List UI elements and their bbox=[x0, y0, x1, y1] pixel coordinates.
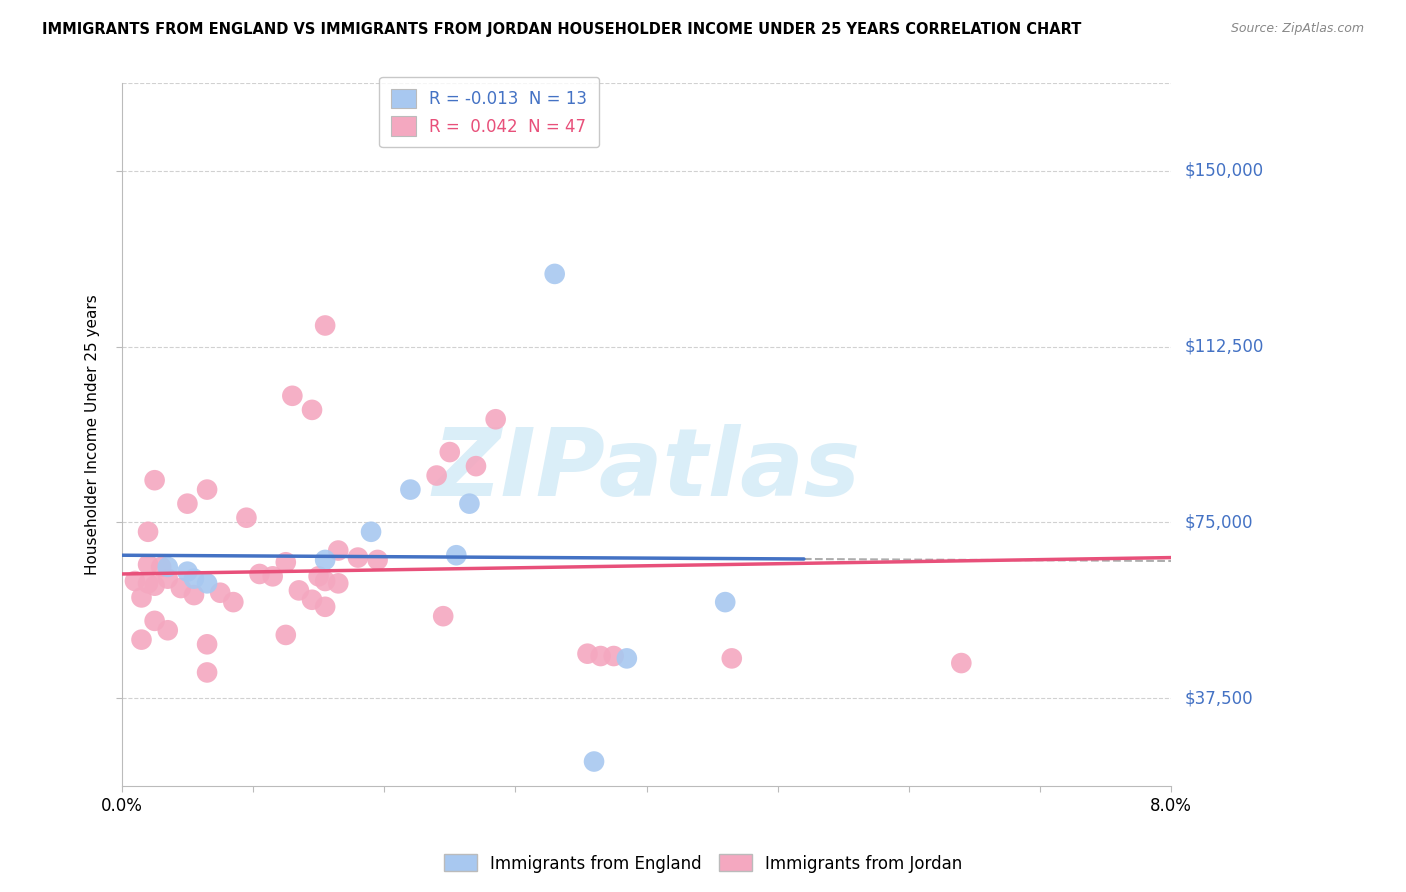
Point bbox=[176, 497, 198, 511]
Point bbox=[195, 576, 218, 591]
Point bbox=[143, 579, 166, 593]
Point bbox=[576, 647, 599, 661]
Point bbox=[288, 583, 311, 598]
Point bbox=[274, 628, 297, 642]
Point bbox=[195, 637, 218, 651]
Point bbox=[209, 586, 232, 600]
Text: $112,500: $112,500 bbox=[1185, 337, 1264, 356]
Point bbox=[183, 572, 205, 586]
Text: $150,000: $150,000 bbox=[1185, 161, 1264, 180]
Point bbox=[222, 595, 245, 609]
Point bbox=[156, 572, 179, 586]
Legend: Immigrants from England, Immigrants from Jordan: Immigrants from England, Immigrants from… bbox=[437, 847, 969, 880]
Point bbox=[314, 318, 336, 333]
Point bbox=[156, 560, 179, 574]
Point bbox=[616, 651, 638, 665]
Legend: R = -0.013  N = 13, R =  0.042  N = 47: R = -0.013 N = 13, R = 0.042 N = 47 bbox=[380, 77, 599, 147]
Point bbox=[603, 648, 626, 663]
Point bbox=[446, 548, 468, 562]
Point bbox=[589, 648, 612, 663]
Text: IMMIGRANTS FROM ENGLAND VS IMMIGRANTS FROM JORDAN HOUSEHOLDER INCOME UNDER 25 YE: IMMIGRANTS FROM ENGLAND VS IMMIGRANTS FR… bbox=[42, 22, 1081, 37]
Point bbox=[314, 599, 336, 614]
Point bbox=[143, 614, 166, 628]
Point bbox=[367, 553, 389, 567]
Point bbox=[262, 569, 284, 583]
Point bbox=[432, 609, 454, 624]
Point bbox=[720, 651, 742, 665]
Point bbox=[328, 543, 350, 558]
Point bbox=[439, 445, 461, 459]
Point bbox=[360, 524, 382, 539]
Point bbox=[195, 483, 218, 497]
Point bbox=[347, 550, 370, 565]
Point bbox=[301, 592, 323, 607]
Point bbox=[314, 574, 336, 588]
Point bbox=[136, 524, 159, 539]
Point bbox=[170, 581, 193, 595]
Point bbox=[131, 632, 153, 647]
Text: Source: ZipAtlas.com: Source: ZipAtlas.com bbox=[1230, 22, 1364, 36]
Point bbox=[583, 755, 606, 769]
Point bbox=[183, 588, 205, 602]
Point bbox=[124, 574, 146, 588]
Y-axis label: Householder Income Under 25 years: Householder Income Under 25 years bbox=[86, 294, 100, 574]
Point bbox=[176, 565, 198, 579]
Point bbox=[314, 553, 336, 567]
Point bbox=[131, 591, 153, 605]
Point bbox=[156, 624, 179, 638]
Point bbox=[950, 656, 973, 670]
Point bbox=[281, 389, 304, 403]
Point bbox=[399, 483, 422, 497]
Point bbox=[485, 412, 508, 426]
Point bbox=[426, 468, 449, 483]
Point bbox=[136, 576, 159, 591]
Point bbox=[136, 558, 159, 572]
Point bbox=[249, 566, 271, 581]
Point bbox=[150, 560, 173, 574]
Point bbox=[458, 497, 481, 511]
Point bbox=[465, 459, 488, 474]
Point bbox=[235, 510, 257, 524]
Point bbox=[195, 665, 218, 680]
Point bbox=[143, 473, 166, 487]
Point bbox=[328, 576, 350, 591]
Point bbox=[301, 403, 323, 417]
Text: $75,000: $75,000 bbox=[1185, 514, 1254, 532]
Point bbox=[714, 595, 737, 609]
Point bbox=[544, 267, 567, 281]
Text: ZIPatlas: ZIPatlas bbox=[433, 424, 860, 516]
Text: $37,500: $37,500 bbox=[1185, 690, 1254, 707]
Point bbox=[308, 569, 330, 583]
Point bbox=[274, 555, 297, 569]
